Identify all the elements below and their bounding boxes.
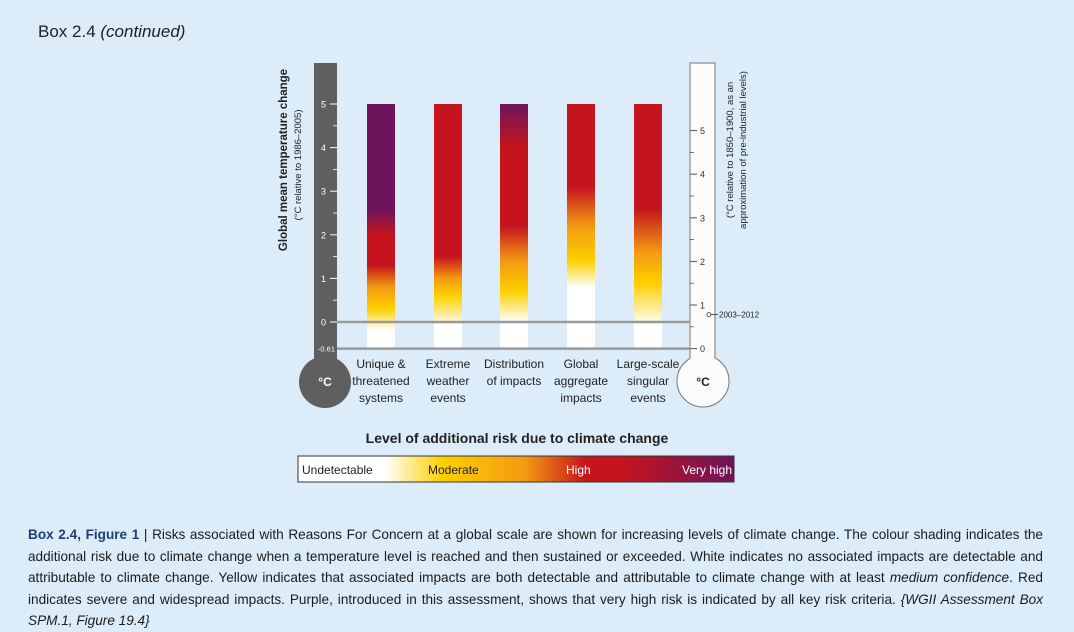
left-axis-subtitle: (°C relative to 1986–2005) — [293, 109, 304, 220]
category-label: events — [430, 391, 465, 405]
right-tick-label: 5 — [700, 126, 705, 136]
risk-bar — [500, 104, 528, 349]
left-tick-label: 4 — [321, 143, 326, 153]
legend-level-label: Moderate — [428, 463, 479, 477]
left-thermometer-bulb — [299, 356, 351, 408]
category-label: systems — [359, 391, 403, 405]
left-thermometer-tube — [314, 63, 337, 363]
risk-bar — [634, 104, 662, 349]
category-label: threatened — [352, 374, 409, 388]
left-tick-label: 2 — [321, 230, 326, 240]
left-tick-label: 1 — [321, 274, 326, 284]
category-label: events — [630, 391, 665, 405]
box-label: Box 2.4 — [38, 22, 96, 41]
right-tick-label: 3 — [700, 213, 705, 223]
right-axis-subtitle-1: (°C relative to 1850–1900, as an — [725, 82, 736, 218]
left-axis-title: Global mean temperature change — [278, 69, 290, 251]
category-label: weather — [426, 374, 470, 388]
category-label: Unique & — [356, 357, 405, 371]
left-tick-label: 0 — [321, 318, 326, 328]
legend-level-label: High — [566, 463, 591, 477]
caption-text-1: Risks associated with Reasons For Concer… — [28, 527, 1043, 585]
category-label: Distribution — [484, 357, 544, 371]
category-label: Extreme — [426, 357, 471, 371]
caption-text-2: . Red indicates severe and widespread im… — [28, 570, 1043, 607]
right-unit-label: °C — [696, 375, 710, 389]
risk-bar — [567, 104, 595, 349]
left-min-label: -0.61 — [318, 345, 335, 354]
right-tick-label: 2 — [700, 257, 705, 267]
caption-separator: | — [139, 527, 153, 542]
box-header: Box 2.4 (continued) — [38, 22, 185, 42]
legend-level-label: Very high — [682, 463, 732, 477]
right-tick-label: 1 — [700, 300, 705, 310]
legend-gradient-bar — [297, 455, 735, 483]
left-tick-label: 3 — [321, 187, 326, 197]
risk-bar — [367, 104, 395, 349]
category-label: aggregate — [554, 374, 608, 388]
category-label: Large-scale — [617, 357, 680, 371]
risk-bar — [434, 104, 462, 349]
legend-title: Level of additional risk due to climate … — [366, 430, 669, 446]
risk-chart: °C 5 4 3 2 1 0 -0.61 Global mean temperature cha… — [278, 62, 760, 483]
right-thermometer-joint — [690, 350, 715, 368]
right-tick-label: 4 — [700, 170, 705, 180]
annotation-marker — [706, 312, 712, 317]
category-label: singular — [627, 374, 669, 388]
caption-emphasis: medium confidence — [889, 570, 1010, 585]
left-unit-label: °C — [318, 375, 332, 389]
figure-caption: Box 2.4, Figure 1 | Risks associated wit… — [28, 524, 1043, 632]
category-label: Global — [564, 357, 599, 371]
left-tick-label: 5 — [321, 100, 326, 110]
caption-label: Box 2.4, Figure 1 — [28, 527, 140, 542]
continued-label: (continued) — [100, 22, 186, 41]
annotation-label: 2003–2012 — [719, 311, 760, 320]
category-label: of impacts — [487, 374, 542, 388]
legend-level-label: Undetectable — [302, 463, 373, 477]
right-axis-subtitle-2: approximation of pre-industrial levels) — [738, 71, 749, 229]
right-tick-label: 0 — [700, 344, 705, 354]
category-label: impacts — [560, 391, 601, 405]
